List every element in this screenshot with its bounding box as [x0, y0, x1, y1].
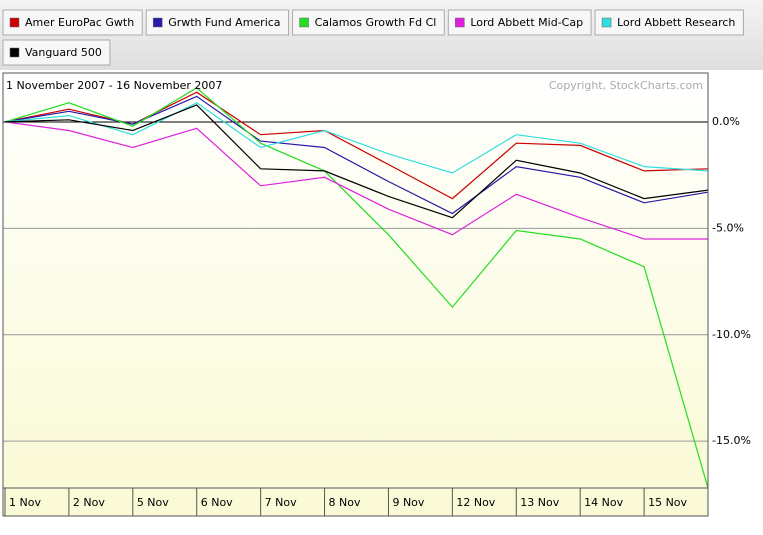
- legend-swatch: [601, 17, 612, 28]
- x-axis-band: [3, 488, 708, 516]
- legend-swatch: [9, 17, 20, 28]
- x-tick-label: 7 Nov: [265, 496, 297, 509]
- x-tick-label: 5 Nov: [137, 496, 169, 509]
- legend-swatch: [455, 17, 465, 28]
- legend-button: [2, 9, 143, 36]
- legend-button: [594, 9, 744, 36]
- legend-swatch: [299, 17, 309, 28]
- y-tick-label: -5.0%: [712, 221, 744, 234]
- legend-button: [447, 9, 592, 36]
- x-tick-label: 9 Nov: [392, 496, 424, 509]
- x-tick-label: 13 Nov: [520, 496, 559, 509]
- series-line: [4, 121, 708, 240]
- legend-button: [145, 9, 290, 36]
- legend-label: Calamos Growth Fd Cl: [315, 16, 437, 29]
- legend-label: Lord Abbett Research: [617, 16, 735, 29]
- y-tick-label: -10.0%: [712, 328, 751, 341]
- copyright: Copyright, StockCharts.com: [549, 79, 703, 92]
- x-tick-label: 14 Nov: [584, 496, 623, 509]
- plot-frame: [2, 72, 709, 517]
- legend-label: Grwth Fund America: [168, 16, 280, 29]
- series-line: [4, 104, 709, 219]
- legend-item: Grwth Fund America: [145, 9, 290, 36]
- series-line: [4, 102, 709, 174]
- legend-item: Vanguard 500: [2, 39, 111, 66]
- legend-item: Lord Abbett Mid-Cap: [447, 9, 592, 36]
- legend-item: Amer EuroPac Gwth: [2, 9, 143, 36]
- series-line: [4, 87, 709, 489]
- x-tick-label: 1 Nov: [9, 496, 41, 509]
- legend-item: Lord Abbett Research: [594, 9, 744, 36]
- y-tick-label: -15.0%: [712, 434, 751, 447]
- legend-label: Amer EuroPac Gwth: [25, 16, 134, 29]
- x-tick-label: 8 Nov: [329, 496, 361, 509]
- plot-background: [3, 73, 708, 488]
- x-tick-label: 2 Nov: [73, 496, 105, 509]
- subtitle: 1 November 2007 - 16 November 2007: [6, 79, 222, 92]
- legend-label: Vanguard 500: [25, 46, 102, 59]
- x-tick-label: 6 Nov: [201, 496, 233, 509]
- legend-button: [2, 39, 111, 66]
- x-tick-label: 15 Nov: [648, 496, 687, 509]
- legend-label: Lord Abbett Mid-Cap: [470, 16, 583, 29]
- x-tick-label: 12 Nov: [456, 496, 495, 509]
- legend-item: Calamos Growth Fd Cl: [292, 9, 445, 36]
- y-tick-label: 0.0%: [712, 115, 740, 128]
- legend-swatch: [9, 47, 20, 58]
- legend-button: [292, 9, 445, 36]
- legend-swatch: [152, 17, 163, 28]
